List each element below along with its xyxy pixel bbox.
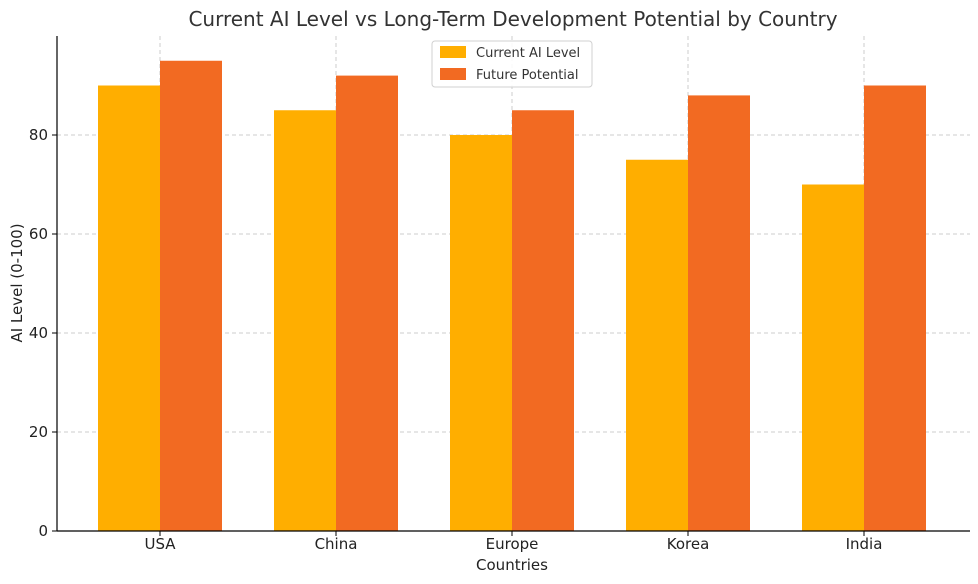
y-tick-label-40: 40	[29, 324, 48, 342]
x-tick-label-usa: USA	[144, 535, 176, 553]
y-tick-label-80: 80	[29, 126, 48, 144]
y-axis-ticks: 0 20 40 60 80	[29, 126, 57, 540]
y-tick-label-20: 20	[29, 423, 48, 441]
y-tick-label-0: 0	[38, 522, 48, 540]
bar-current-usa	[98, 85, 160, 531]
legend-swatch-future	[440, 68, 466, 80]
bar-current-europe	[450, 135, 512, 531]
legend-label-future: Future Potential	[476, 68, 578, 83]
bar-current-china	[274, 110, 336, 531]
legend: Current AI Level Future Potential	[431, 40, 593, 88]
bars	[98, 60, 926, 532]
bar-current-india	[802, 184, 864, 531]
x-tick-label-india: India	[846, 535, 883, 553]
y-axis-label: AI Level (0-100)	[8, 223, 26, 342]
legend-box	[431, 40, 593, 88]
x-tick-label-korea: Korea	[667, 535, 710, 553]
legend-swatch-current	[440, 46, 466, 58]
bar-current-korea	[626, 159, 688, 531]
x-axis-ticks: USA China Europe Korea India	[144, 531, 882, 553]
x-axis-label: Countries	[476, 556, 548, 574]
x-tick-label-europe: Europe	[486, 535, 539, 553]
bar-future-china	[336, 75, 398, 531]
bar-future-europe	[512, 110, 574, 531]
chart-title: Current AI Level vs Long-Term Developmen…	[188, 7, 837, 31]
legend-label-current: Current AI Level	[476, 46, 580, 61]
bar-future-india	[864, 85, 926, 531]
x-tick-label-china: China	[315, 535, 358, 553]
bar-future-usa	[160, 60, 222, 531]
y-tick-label-60: 60	[29, 225, 48, 243]
bar-future-korea	[688, 95, 750, 532]
